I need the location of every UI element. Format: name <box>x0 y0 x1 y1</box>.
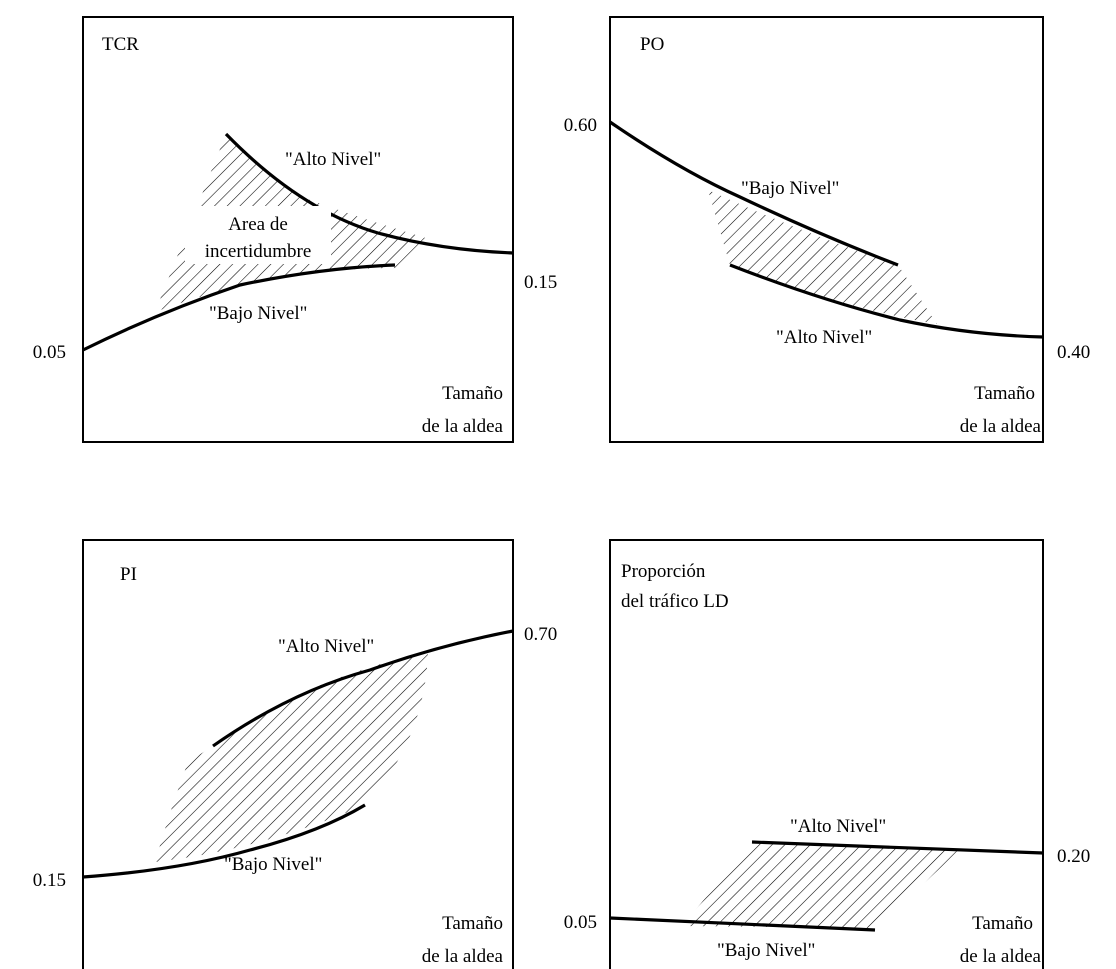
tcr-area-label-line2: incertidumbre <box>205 241 312 262</box>
tcr-x-label-line1: Tamaño <box>442 383 503 404</box>
po-left-value: 0.60 <box>564 115 597 136</box>
panel-tcr: TCR "Alto Nivel" Area de incertidumbre "… <box>33 16 557 443</box>
tcr-frame <box>82 16 514 443</box>
pi-low-level-label: "Bajo Nivel" <box>224 854 322 875</box>
po-low-level-label: "Bajo Nivel" <box>741 178 839 199</box>
pi-x-label-line1: Tamaño <box>442 913 503 934</box>
ld-x-label-line1: Tamaño <box>972 913 1033 934</box>
ld-title-line2: del tráfico LD <box>621 591 729 612</box>
po-low-level-curve <box>609 120 899 267</box>
pi-left-value: 0.15 <box>33 870 66 891</box>
tcr-right-value: 0.15 <box>524 272 557 293</box>
tcr-title: TCR <box>102 34 139 55</box>
po-title: PO <box>640 34 664 55</box>
po-uncertainty-area <box>708 190 937 324</box>
ld-right-value: 0.20 <box>1057 846 1090 867</box>
ld-high-level-label: "Alto Nivel" <box>790 816 886 837</box>
po-frame <box>609 16 1044 443</box>
pi-title: PI <box>120 564 137 585</box>
ld-x-label-line2: de la aldea <box>960 946 1042 967</box>
pi-low-level-curve <box>82 803 366 879</box>
pi-uncertainty-area <box>155 652 428 862</box>
ld-uncertainty-area <box>682 842 960 928</box>
panel-po: PO "Bajo Nivel" "Alto Nivel" 0.60 0.40 T… <box>564 16 1090 443</box>
tcr-area-label-bg <box>185 206 331 264</box>
pi-frame <box>82 539 514 969</box>
pi-high-level-curve <box>212 629 514 748</box>
tcr-low-level-curve <box>82 263 396 352</box>
tcr-high-level-label: "Alto Nivel" <box>285 149 381 170</box>
pi-x-label-line2: de la aldea <box>422 946 504 967</box>
tcr-area-label-line1: Area de <box>228 214 288 235</box>
pi-right-value: 0.70 <box>524 624 557 645</box>
po-x-label-line1: Tamaño <box>974 383 1035 404</box>
tcr-high-level-curve <box>224 132 514 255</box>
pi-high-level-label: "Alto Nivel" <box>278 636 374 657</box>
ld-low-level-label: "Bajo Nivel" <box>717 940 815 961</box>
po-x-label-line2: de la aldea <box>960 416 1042 437</box>
ld-high-level-curve <box>751 840 1044 855</box>
panel-pi: PI "Alto Nivel" "Bajo Nivel" 0.15 0.70 T… <box>33 539 557 969</box>
tcr-left-value: 0.05 <box>33 342 66 363</box>
ld-left-value: 0.05 <box>564 912 597 933</box>
panel-ld: Proporción del tráfico LD "Alto Nivel" "… <box>564 539 1090 969</box>
ld-title-line1: Proporción <box>621 561 706 582</box>
po-right-value: 0.40 <box>1057 342 1090 363</box>
po-high-level-label: "Alto Nivel" <box>776 327 872 348</box>
tcr-low-level-label: "Bajo Nivel" <box>209 303 307 324</box>
ld-frame <box>609 539 1044 969</box>
po-high-level-curve <box>729 263 1044 339</box>
tcr-x-label-line2: de la aldea <box>422 416 504 437</box>
ld-low-level-curve <box>609 916 876 932</box>
